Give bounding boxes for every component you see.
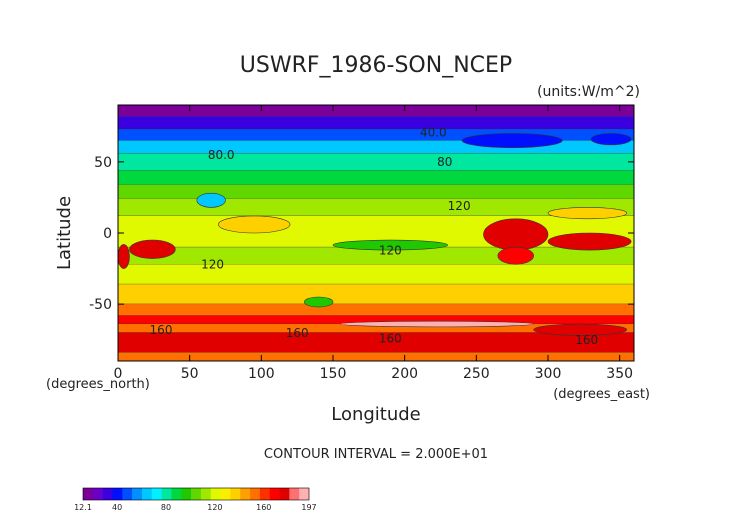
x-tick-label: 100 (248, 366, 275, 382)
zonal-band (118, 352, 634, 361)
region-patch (547, 207, 628, 220)
zonal-band (118, 198, 634, 216)
contour-label: 160 (379, 332, 402, 346)
contour-label: 120 (448, 199, 471, 213)
x-tick-label: 50 (181, 366, 199, 382)
colorbar-tick-label: 40 (112, 503, 122, 512)
colorbar-tick-label: 120 (207, 503, 222, 512)
colorbar-swatch (200, 488, 212, 500)
region-patch (129, 239, 176, 259)
contour-label: 40.0 (420, 125, 447, 139)
region-patch (339, 320, 534, 328)
colorbar-swatch (102, 488, 113, 500)
colorbar-swatch (269, 488, 280, 500)
region-patch (332, 239, 448, 251)
colorbar-min-label: 12.1 (74, 503, 92, 512)
x-tick-label: 0 (114, 366, 123, 382)
colorbar: 12.1 197 40 80 120 160 (74, 487, 317, 512)
y-tick-label: 50 (94, 155, 112, 171)
zonal-bands (118, 105, 634, 362)
colorbar-max-label: 197 (301, 503, 316, 512)
colorbar-swatch (161, 488, 172, 500)
x-tick-label: 200 (391, 366, 418, 382)
x-tick-label: 350 (606, 366, 633, 382)
colorbar-swatch (289, 488, 300, 500)
zonal-band (118, 153, 634, 171)
zonal-band (118, 129, 634, 141)
zonal-band (118, 304, 634, 316)
zonal-band (118, 105, 634, 117)
zonal-band (118, 264, 634, 285)
x-axis-label: Longitude (331, 404, 421, 425)
units-label: (units:W/m^2) (537, 84, 640, 100)
colorbar-frame (82, 487, 310, 501)
colorbar-swatch (191, 488, 202, 500)
colorbar-swatch (151, 488, 162, 500)
colorbar-swatch (132, 488, 143, 500)
contour-label: 160 (150, 323, 173, 337)
colorbar-tick-label: 160 (256, 503, 271, 512)
region-patch (304, 296, 334, 308)
colorbar-swatch (92, 488, 103, 500)
zonal-band (118, 170, 634, 185)
x-unit-label: (degrees_east) (553, 387, 650, 402)
contour-label: 80 (437, 155, 452, 169)
region-patch (461, 133, 563, 148)
region-patch (483, 218, 549, 251)
zonal-band (118, 315, 634, 325)
contour-labels: 40.0 80.0 80 120 120 120 160 160 160 160 (150, 125, 599, 347)
region-patch (533, 323, 628, 336)
contour-label: 80.0 (208, 148, 235, 162)
x-tick-label: 250 (463, 366, 490, 382)
y-axis-label: Latitude (54, 196, 75, 270)
y-unit-label: (degrees_north) (46, 377, 150, 392)
contour-label: 120 (201, 258, 224, 272)
zonal-band (118, 116, 634, 130)
x-axis-ticks: 0 50 100 150 200 250 300 350 (114, 105, 633, 382)
region-patch (218, 215, 291, 234)
region-patch (196, 192, 226, 208)
x-tick-label: 150 (320, 366, 347, 382)
colorbar-swatch (181, 488, 192, 500)
zonal-band (118, 324, 634, 333)
colorbar-tick-label: 80 (161, 503, 171, 512)
contour-interval-text: CONTOUR INTERVAL = 2.000E+01 (264, 447, 488, 462)
y-axis-ticks: 50 0 -50 (89, 155, 634, 313)
region-patch (547, 232, 632, 251)
chart-title: USWRF_1986-SON_NCEP (240, 53, 512, 78)
region-patch (590, 133, 632, 146)
colorbar-swatch (210, 488, 221, 500)
colorbar-swatch (259, 488, 270, 500)
x-tick-label: 300 (535, 366, 562, 382)
region-patch (497, 246, 534, 265)
y-tick-label: 0 (103, 226, 112, 242)
colorbar-ticks: 40 80 120 160 (112, 503, 271, 512)
colorbar-swatch (220, 488, 231, 500)
zonal-band (118, 184, 634, 199)
y-tick-label: -50 (89, 297, 112, 313)
region-patch (117, 244, 130, 269)
colorbar-swatch (141, 488, 153, 500)
colorbar-swatch (240, 488, 251, 500)
colorbar-swatch (83, 488, 94, 500)
contour-label: 120 (379, 243, 402, 257)
contour-label: 160 (286, 326, 309, 340)
colorbar-swatch (230, 488, 241, 500)
heatmap-plot-area (117, 104, 635, 362)
colorbar-swatch (112, 488, 123, 500)
zonal-band (118, 332, 634, 353)
regions (117, 133, 632, 336)
colorbar-swatch (279, 488, 290, 500)
colorbar-swatch (171, 488, 182, 500)
zonal-band (118, 284, 634, 305)
contour-label: 160 (575, 333, 598, 347)
colorbar-swatch (299, 488, 310, 500)
colorbar-swatch (122, 488, 133, 500)
colorbar-swatch (250, 488, 261, 500)
